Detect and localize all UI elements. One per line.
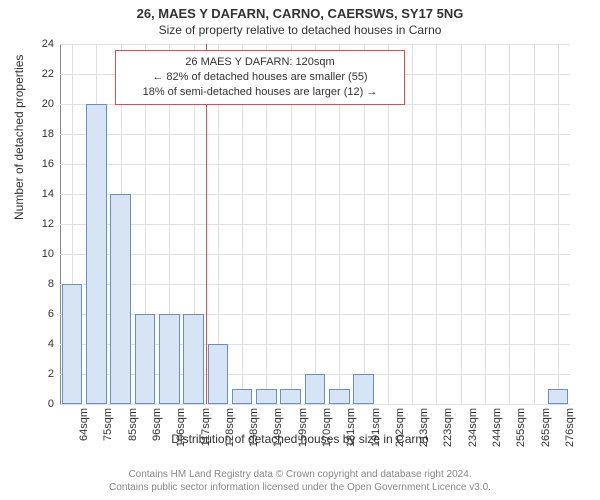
bar <box>305 374 326 404</box>
gridline-v <box>436 44 437 404</box>
gridline-h <box>60 404 570 405</box>
y-tick-label: 22 <box>24 68 54 80</box>
bar <box>329 389 350 404</box>
gridline-v <box>558 44 559 404</box>
gridline-v <box>485 44 486 404</box>
y-tick-label: 0 <box>24 398 54 410</box>
gridline-v <box>461 44 462 404</box>
y-tick-label: 18 <box>24 128 54 140</box>
title-sub: Size of property relative to detached ho… <box>0 21 600 37</box>
bar <box>183 314 204 404</box>
title-main: 26, MAES Y DAFARN, CARNO, CAERSWS, SY17 … <box>0 0 600 21</box>
bar <box>548 389 569 404</box>
y-tick-label: 6 <box>24 308 54 320</box>
annotation-line-2: ← 82% of detached houses are smaller (55… <box>124 70 396 85</box>
y-tick-label: 8 <box>24 278 54 290</box>
bar <box>62 284 83 404</box>
y-tick-label: 12 <box>24 218 54 230</box>
bar <box>232 389 253 404</box>
annotation-line-3: 18% of semi-detached houses are larger (… <box>124 85 396 100</box>
annotation-line-1: 26 MAES Y DAFARN: 120sqm <box>124 55 396 70</box>
gridline-v <box>534 44 535 404</box>
y-tick-label: 16 <box>24 158 54 170</box>
bar <box>135 314 156 404</box>
y-tick-label: 14 <box>24 188 54 200</box>
y-tick-label: 20 <box>24 98 54 110</box>
bar <box>159 314 180 404</box>
bar <box>208 344 229 404</box>
y-tick-label: 4 <box>24 338 54 350</box>
chart-container: 26, MAES Y DAFARN, CARNO, CAERSWS, SY17 … <box>0 0 600 500</box>
annotation-box: 26 MAES Y DAFARN: 120sqm ← 82% of detach… <box>115 50 405 105</box>
y-tick-label: 10 <box>24 248 54 260</box>
gridline-v <box>509 44 510 404</box>
bar <box>353 374 374 404</box>
footer: Contains HM Land Registry data © Crown c… <box>0 468 600 494</box>
footer-line-1: Contains HM Land Registry data © Crown c… <box>0 468 600 481</box>
footer-line-2: Contains public sector information licen… <box>0 481 600 494</box>
bar <box>280 389 301 404</box>
bar <box>86 104 107 404</box>
bar <box>110 194 131 404</box>
chart-area: 02468101214161820222464sqm75sqm85sqm96sq… <box>60 44 570 404</box>
bar <box>256 389 277 404</box>
y-tick-label: 24 <box>24 38 54 50</box>
y-tick-label: 2 <box>24 368 54 380</box>
x-axis-label: Distribution of detached houses by size … <box>0 432 600 446</box>
gridline-v <box>412 44 413 404</box>
